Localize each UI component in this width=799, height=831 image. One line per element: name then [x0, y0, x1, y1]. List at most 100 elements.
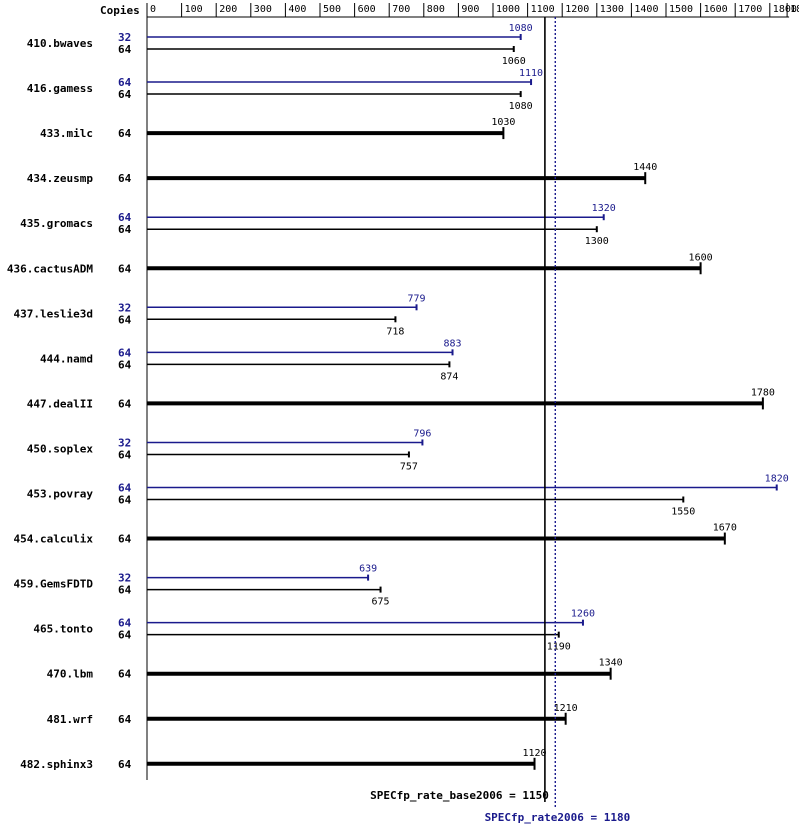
base-value-label: 757 [400, 461, 418, 472]
benchmark-name: 410.bwaves [27, 37, 93, 50]
benchmark-row: 444.namd 64 883 64 874 [40, 338, 462, 382]
base-value-label: 874 [440, 371, 458, 382]
base-value-label: 1600 [689, 252, 713, 263]
base-copies: 64 [118, 358, 132, 371]
x-tick-label: 1400 [634, 4, 658, 15]
peak-copies: 64 [118, 76, 132, 89]
base-copies: 64 [118, 668, 132, 681]
benchmark-name: 444.namd [40, 352, 93, 365]
peak-copies: 64 [118, 617, 132, 630]
base-value-label: 1190 [547, 642, 571, 653]
benchmark-row: 447.dealII 64 1780 [27, 387, 775, 415]
x-tick-label: 1300 [600, 4, 624, 15]
benchmark-row: 436.cactusADM 64 1600 [7, 252, 713, 280]
benchmark-name: 437.leslie3d [14, 307, 93, 320]
x-tick-label: 1850 [790, 4, 799, 15]
peak-copies: 32 [118, 301, 131, 314]
benchmark-name: 416.gamess [27, 82, 93, 95]
benchmark-row: 470.lbm 64 1340 [47, 658, 623, 685]
benchmark-row: 453.povray 64 1820 64 1550 [27, 474, 789, 518]
peak-copies: 64 [118, 211, 132, 224]
benchmark-name: 481.wrf [47, 713, 93, 726]
base-value-label: 1340 [599, 658, 623, 669]
base-copies: 64 [118, 313, 132, 326]
base-copies: 64 [118, 43, 132, 56]
benchmark-name: 434.zeusmp [27, 172, 94, 185]
peak-value-label: 1080 [509, 23, 533, 34]
x-tick-label: 800 [427, 4, 445, 15]
copies-header: Copies [100, 4, 140, 17]
benchmark-name: 435.gromacs [20, 217, 93, 230]
base-copies: 64 [118, 448, 132, 461]
base-value-label: 1210 [554, 703, 578, 714]
base-value-label: 1780 [751, 387, 775, 398]
benchmark-name: 433.milc [40, 127, 93, 140]
x-tick-label: 1800 [773, 4, 797, 15]
base-copies: 64 [118, 584, 132, 597]
benchmark-row: 454.calculix 64 1670 [14, 523, 737, 550]
peak-value-label: 779 [408, 293, 426, 304]
benchmark-name: 450.soplex [27, 442, 94, 455]
base-value-label: 718 [386, 326, 404, 337]
x-tick-label: 1100 [531, 4, 555, 15]
x-tick-label: 1500 [669, 4, 693, 15]
x-tick-label: 1700 [738, 4, 762, 15]
x-tick-label: 0 [150, 4, 156, 15]
x-tick-label: 1000 [496, 4, 520, 15]
base-value-label: 1670 [713, 523, 737, 534]
x-tick-label: 1600 [704, 4, 728, 15]
peak-value-label: 796 [413, 428, 431, 439]
x-tick-label: 400 [288, 4, 306, 15]
benchmark-name: 470.lbm [47, 668, 94, 681]
base-copies: 64 [118, 713, 132, 726]
peak-copies: 32 [118, 31, 131, 44]
base-value-label: 1550 [671, 507, 695, 518]
base-value-label: 1030 [491, 117, 515, 128]
benchmark-name: 436.cactusADM [7, 262, 93, 275]
base-value-label: 1120 [522, 748, 546, 759]
x-tick-label: 1200 [565, 4, 589, 15]
peak-copies: 64 [118, 346, 132, 359]
peak-reference-label: SPECfp_rate2006 = 1180 [485, 811, 631, 824]
base-copies: 64 [118, 172, 132, 185]
x-tick-label: 900 [461, 4, 479, 15]
peak-value-label: 1320 [592, 203, 616, 214]
base-copies: 64 [118, 223, 132, 236]
benchmark-row: 433.milc 64 1030 [40, 117, 515, 145]
base-copies: 64 [118, 127, 132, 140]
benchmark-row: 482.sphinx3 64 1120 [20, 748, 547, 775]
peak-value-label: 1260 [571, 609, 595, 620]
base-copies: 64 [118, 88, 132, 101]
benchmark-row: 465.tonto 64 1260 64 1190 [33, 609, 595, 653]
x-tick-label: 200 [219, 4, 237, 15]
reference-lines: SPECfp_rate_base2006 = 1150 SPECfp_rate20… [370, 17, 630, 824]
benchmark-row: 450.soplex 32 796 64 757 [27, 428, 432, 472]
base-copies: 64 [118, 758, 132, 771]
base-copies: 64 [118, 494, 132, 507]
peak-value-label: 1820 [765, 474, 789, 485]
benchmark-row: 434.zeusmp 64 1440 [27, 162, 657, 190]
x-tick-label: 300 [254, 4, 272, 15]
benchmark-row: 410.bwaves 32 1080 64 1060 [27, 23, 533, 67]
benchmark-row: 437.leslie3d 32 779 64 718 [14, 293, 426, 337]
benchmark-row: 481.wrf 64 1210 [47, 703, 578, 730]
x-axis: Copies 0 100 200 300 400 500 600 700 800 900 1000 11… [100, 3, 799, 780]
benchmark-name: 453.povray [27, 488, 94, 501]
base-value-label: 1060 [502, 56, 526, 67]
x-tick-label: 100 [185, 4, 203, 15]
base-value-label: 675 [372, 597, 390, 608]
base-copies: 64 [118, 397, 132, 410]
peak-copies: 32 [118, 572, 131, 585]
x-tick-label: 500 [323, 4, 341, 15]
benchmark-name: 465.tonto [33, 623, 93, 636]
benchmark-name: 447.dealII [27, 397, 93, 410]
base-copies: 64 [118, 262, 132, 275]
benchmark-name: 482.sphinx3 [20, 758, 93, 771]
benchmark-row: 416.gamess 64 1110 64 1080 [27, 68, 543, 112]
benchmark-row: 435.gromacs 64 1320 64 1300 [20, 203, 616, 247]
peak-copies: 64 [118, 482, 132, 495]
base-value-label: 1440 [633, 162, 657, 173]
benchmark-rows: 410.bwaves 32 1080 64 1060 416.gamess 64 1110 64… [7, 23, 789, 775]
benchmark-row: 459.GemsFDTD 32 639 64 675 [14, 564, 390, 608]
